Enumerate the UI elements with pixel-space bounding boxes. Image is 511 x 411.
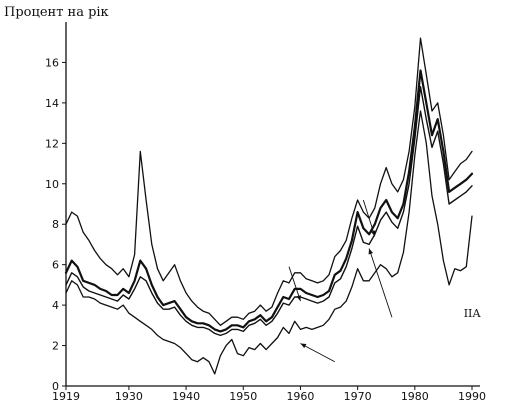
x-tick-label: 1919 xyxy=(52,390,80,403)
annotation-arrowhead-4 xyxy=(300,343,307,349)
x-tick-label: 1930 xyxy=(115,390,143,403)
y-tick-label: 4 xyxy=(52,299,59,312)
annotation-arrowhead-2 xyxy=(370,230,376,237)
y-tick-label: 12 xyxy=(45,137,59,150)
series-group xyxy=(64,37,474,375)
annotation-arrows xyxy=(288,199,393,363)
x-tick-label: 1950 xyxy=(229,390,257,403)
y-tick-label: 16 xyxy=(45,56,59,69)
y-tick-label: 2 xyxy=(52,340,59,353)
annotation-arrowhead-1 xyxy=(296,295,301,302)
y-tick-label: 14 xyxy=(45,97,59,110)
annotation-arrow-4 xyxy=(300,343,335,363)
x-tick-label: 1960 xyxy=(286,390,314,403)
x-tick-label: 1990 xyxy=(458,390,486,403)
y-tick-label: 0 xyxy=(52,380,59,393)
annotation-label: ІІА xyxy=(464,307,482,320)
annotation-arrow-1 xyxy=(288,266,301,302)
annotations: ІІА xyxy=(464,307,482,320)
y-axis-label: Процент на рік xyxy=(4,5,109,20)
annotation-arrow-3 xyxy=(368,248,393,318)
series-line-3 xyxy=(65,86,473,337)
x-tick-label: 1980 xyxy=(401,390,429,403)
annotation-arrow-2 xyxy=(362,199,376,237)
axes: 1919 1930 1940 1950 1960 1970 1980 1990 0 2 4 6 8 10 1… xyxy=(45,22,486,403)
series-line-2 xyxy=(64,69,474,333)
series-line-1 xyxy=(65,37,473,326)
x-tick-label: 1940 xyxy=(172,390,200,403)
y-tick-label: 10 xyxy=(45,178,59,191)
y-tick-label: 8 xyxy=(52,218,59,231)
series-line-4 xyxy=(65,110,473,375)
x-tick-label: 1970 xyxy=(344,390,372,403)
annotation-arrowhead-3 xyxy=(368,248,374,255)
y-tick-label: 6 xyxy=(52,259,59,272)
